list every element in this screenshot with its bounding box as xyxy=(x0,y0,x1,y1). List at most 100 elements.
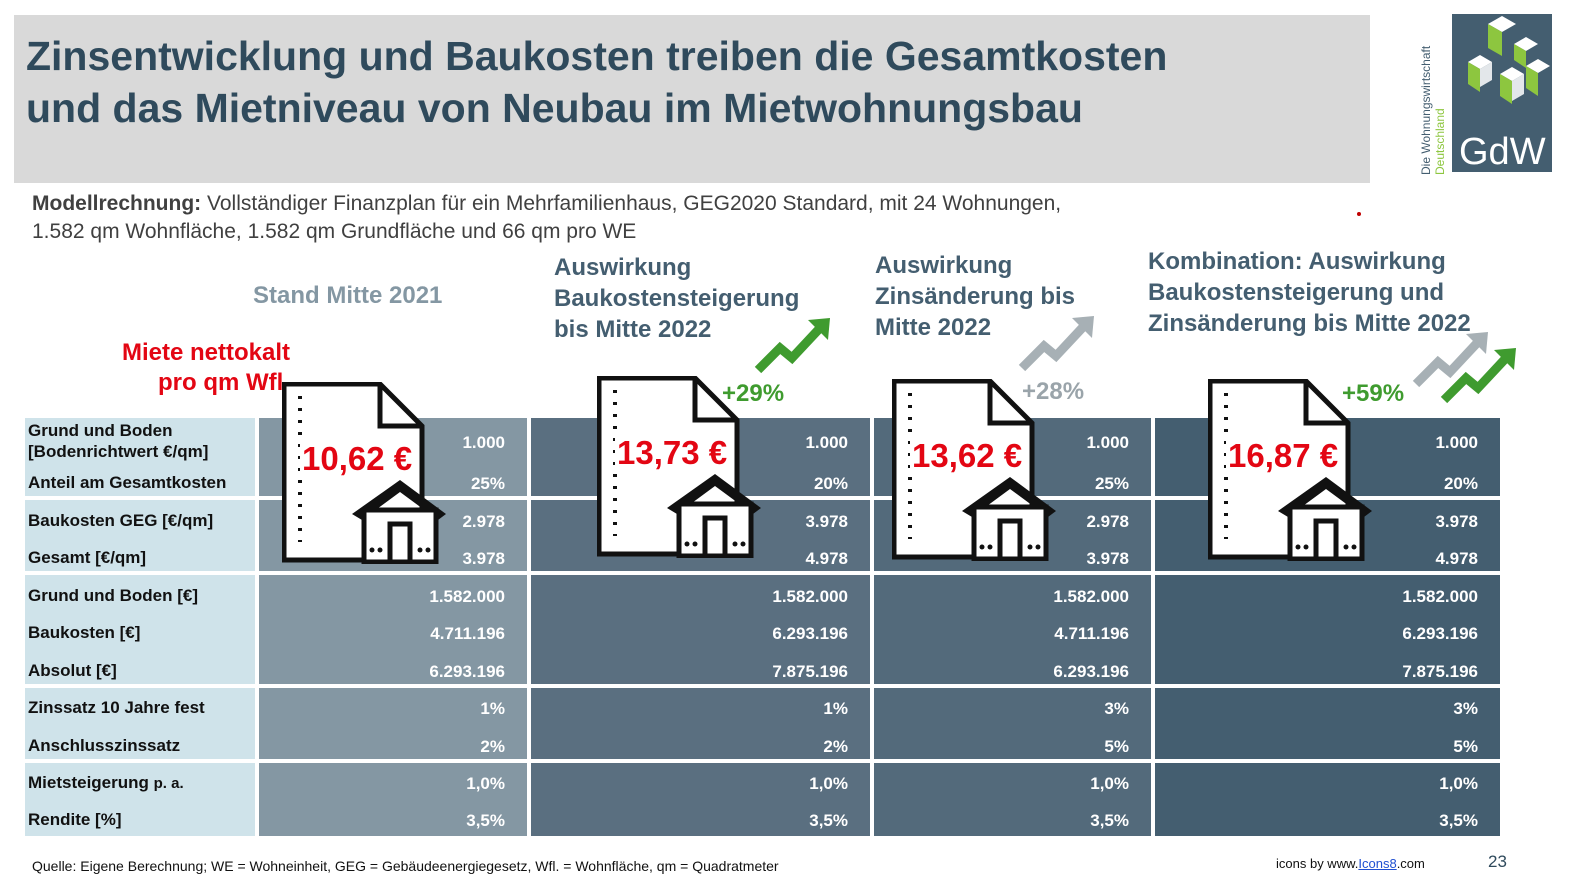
title-line-1: Zinsentwicklung und Baukosten treiben di… xyxy=(26,33,1168,79)
row-separator xyxy=(25,759,1500,763)
cell-col3-row10: 1,0% xyxy=(1090,774,1129,793)
cell-col3-row7: 6.293.196 xyxy=(1053,662,1129,681)
cell-col3-row4: 3.978 xyxy=(1086,549,1129,568)
row-label-gesamt: Gesamt [€/qm] xyxy=(28,548,147,567)
page-title: Zinsentwicklung und Baukosten treiben di… xyxy=(26,30,1167,134)
row-label-grund-boden-1: Grund und Boden xyxy=(28,421,173,440)
trend-up-grey-icon xyxy=(1018,316,1094,372)
column-header-4-line-1: Kombination: Auswirkung xyxy=(1148,248,1446,275)
page-number: 23 xyxy=(1488,852,1507,871)
cell-col2-row1: 1.000 xyxy=(805,433,848,452)
model-bold: Modellrechnung: xyxy=(32,192,202,215)
cell-col4-row11: 3,5% xyxy=(1439,811,1478,830)
cell-col1-row11: 3,5% xyxy=(466,811,505,830)
icons-credit-prefix: icons by www. xyxy=(1276,856,1359,871)
column-header-4: Kombination: Auswirkung Baukostensteiger… xyxy=(1148,246,1471,339)
title-box xyxy=(14,15,1370,183)
cell-col2-row11: 3,5% xyxy=(809,811,848,830)
cell-col2-row6: 6.293.196 xyxy=(772,624,848,643)
row-label-rendite: Rendite [%] xyxy=(28,810,122,829)
rent-price-2: 13,73 € xyxy=(615,434,730,472)
column-header-1-line-1: Stand Mitte 2021 xyxy=(253,282,443,309)
cell-col1-row3: 2.978 xyxy=(462,512,505,531)
row-label-absolut: Absolut [€] xyxy=(28,661,117,680)
cell-col2-row5: 1.582.000 xyxy=(772,587,848,606)
trend-up-green-icon xyxy=(754,318,830,374)
cell-col1-row9: 2% xyxy=(480,737,505,756)
cell-col1-row7: 6.293.196 xyxy=(429,662,505,681)
column-header-3-line-2: Zinsänderung bis xyxy=(875,283,1076,310)
cell-col1-row5: 1.582.000 xyxy=(429,587,505,606)
logo-text: GdW xyxy=(1459,131,1546,173)
rent-document-icon-4: 16,87 € xyxy=(1207,378,1374,566)
row-label-zinssatz: Zinssatz 10 Jahre fest xyxy=(28,698,205,717)
rent-price-4: 16,87 € xyxy=(1226,437,1341,475)
cell-col4-row6: 6.293.196 xyxy=(1402,624,1478,643)
icons-credit-suffix: .com xyxy=(1396,856,1425,871)
logo-vertical-text-2: Deutschland xyxy=(1433,108,1447,175)
cell-col1-row6: 4.711.196 xyxy=(430,624,505,643)
trend-up-green-icon-2 xyxy=(1440,348,1516,404)
model-line-1: Vollständiger Finanzplan für ein Mehrfam… xyxy=(201,192,1062,215)
icons-credit: icons by www.Icons8.com xyxy=(1276,856,1425,871)
title-line-2: und das Mietniveau von Neubau im Mietwoh… xyxy=(26,85,1083,131)
rent-price-3: 13,62 € xyxy=(910,437,1025,475)
row-separator xyxy=(25,496,1500,500)
cell-col1-row8: 1% xyxy=(480,699,505,718)
cell-col3-row6: 4.711.196 xyxy=(1054,624,1129,643)
column-header-3-line-3: Mitte 2022 xyxy=(875,314,992,341)
change-col-2: +29% xyxy=(722,380,785,407)
row-label-grund-boden: Grund und Boden [Bodenrichtwert €/qm] xyxy=(28,420,208,462)
row-label-baukosten-eur: Baukosten [€] xyxy=(28,623,141,642)
rent-document-icon-1: 10,62 € xyxy=(281,381,448,569)
rent-document-icon-2: 13,73 € xyxy=(596,375,763,563)
cell-col1-row1: 1.000 xyxy=(462,433,505,452)
rent-label-line-2: pro qm Wfl. xyxy=(158,369,290,396)
row-separator xyxy=(25,571,1500,575)
cell-col2-row10: 1,0% xyxy=(809,774,848,793)
column-header-4-line-2: Baukostensteigerung und xyxy=(1148,279,1445,306)
cell-col3-row5: 1.582.000 xyxy=(1053,587,1129,606)
icons8-link[interactable]: Icons8 xyxy=(1358,856,1397,871)
column-header-1: Stand Mitte 2021 xyxy=(253,280,442,311)
cell-col2-row8: 1% xyxy=(823,699,848,718)
cell-col4-row8: 3% xyxy=(1453,699,1478,718)
cell-col3-row9: 5% xyxy=(1104,737,1129,756)
cell-col3-row8: 3% xyxy=(1104,699,1129,718)
red-dot xyxy=(1357,212,1361,216)
row-label-mietsteigerung-2: p. a. xyxy=(153,775,184,792)
gdw-logo: Die Wohnungswirtschaft Deutschland GdW xyxy=(1418,10,1566,178)
cell-col2-row2: 20% xyxy=(813,474,848,493)
rent-document-icon-3: 13,62 € xyxy=(891,378,1058,566)
cell-col2-row4: 4.978 xyxy=(805,549,848,568)
cell-col4-row5: 1.582.000 xyxy=(1402,587,1478,606)
cell-col2-row3: 3.978 xyxy=(805,512,848,531)
rent-label: Miete nettokalt pro qm Wfl. xyxy=(60,338,290,398)
change-col-3: +28% xyxy=(1022,378,1085,405)
column-header-2: Auswirkung Baukostensteigerung bis Mitte… xyxy=(554,252,799,345)
cell-col4-row10: 1,0% xyxy=(1439,774,1478,793)
model-description: Modellrechnung: Vollständiger Finanzplan… xyxy=(32,190,1061,246)
cell-col1-row2: 25% xyxy=(470,474,505,493)
rent-price-1: 10,62 € xyxy=(300,440,415,478)
column-header-3: Auswirkung Zinsänderung bis Mitte 2022 xyxy=(875,250,1075,343)
cell-col1-row10: 1,0% xyxy=(466,774,505,793)
row-label-anschlusszins: Anschlusszinssatz xyxy=(28,736,181,755)
cell-col3-row11: 3,5% xyxy=(1090,811,1129,830)
change-col-4: +59% xyxy=(1342,380,1405,407)
row-label-column xyxy=(25,418,255,836)
row-label-mietsteigerung: Mietsteigerung p. a. xyxy=(28,772,184,794)
cell-col4-row7: 7.875.196 xyxy=(1402,662,1478,681)
column-header-2-line-3: bis Mitte 2022 xyxy=(554,316,712,343)
cell-col4-row4: 4.978 xyxy=(1435,549,1478,568)
cell-col1-row4: 3.978 xyxy=(462,549,505,568)
row-label-grund-boden-2: [Bodenrichtwert €/qm] xyxy=(28,442,209,461)
cell-col2-row7: 7.875.196 xyxy=(772,662,848,681)
cell-col2-row9: 2% xyxy=(823,737,848,756)
logo-vertical-text-1: Die Wohnungswirtschaft xyxy=(1419,45,1433,175)
cell-col3-row2: 25% xyxy=(1094,474,1129,493)
cell-col3-row1: 1.000 xyxy=(1086,433,1129,452)
column-header-2-line-2: Baukostensteigerung xyxy=(554,285,800,312)
cell-col4-row2: 20% xyxy=(1443,474,1478,493)
column-header-3-line-1: Auswirkung xyxy=(875,252,1013,279)
